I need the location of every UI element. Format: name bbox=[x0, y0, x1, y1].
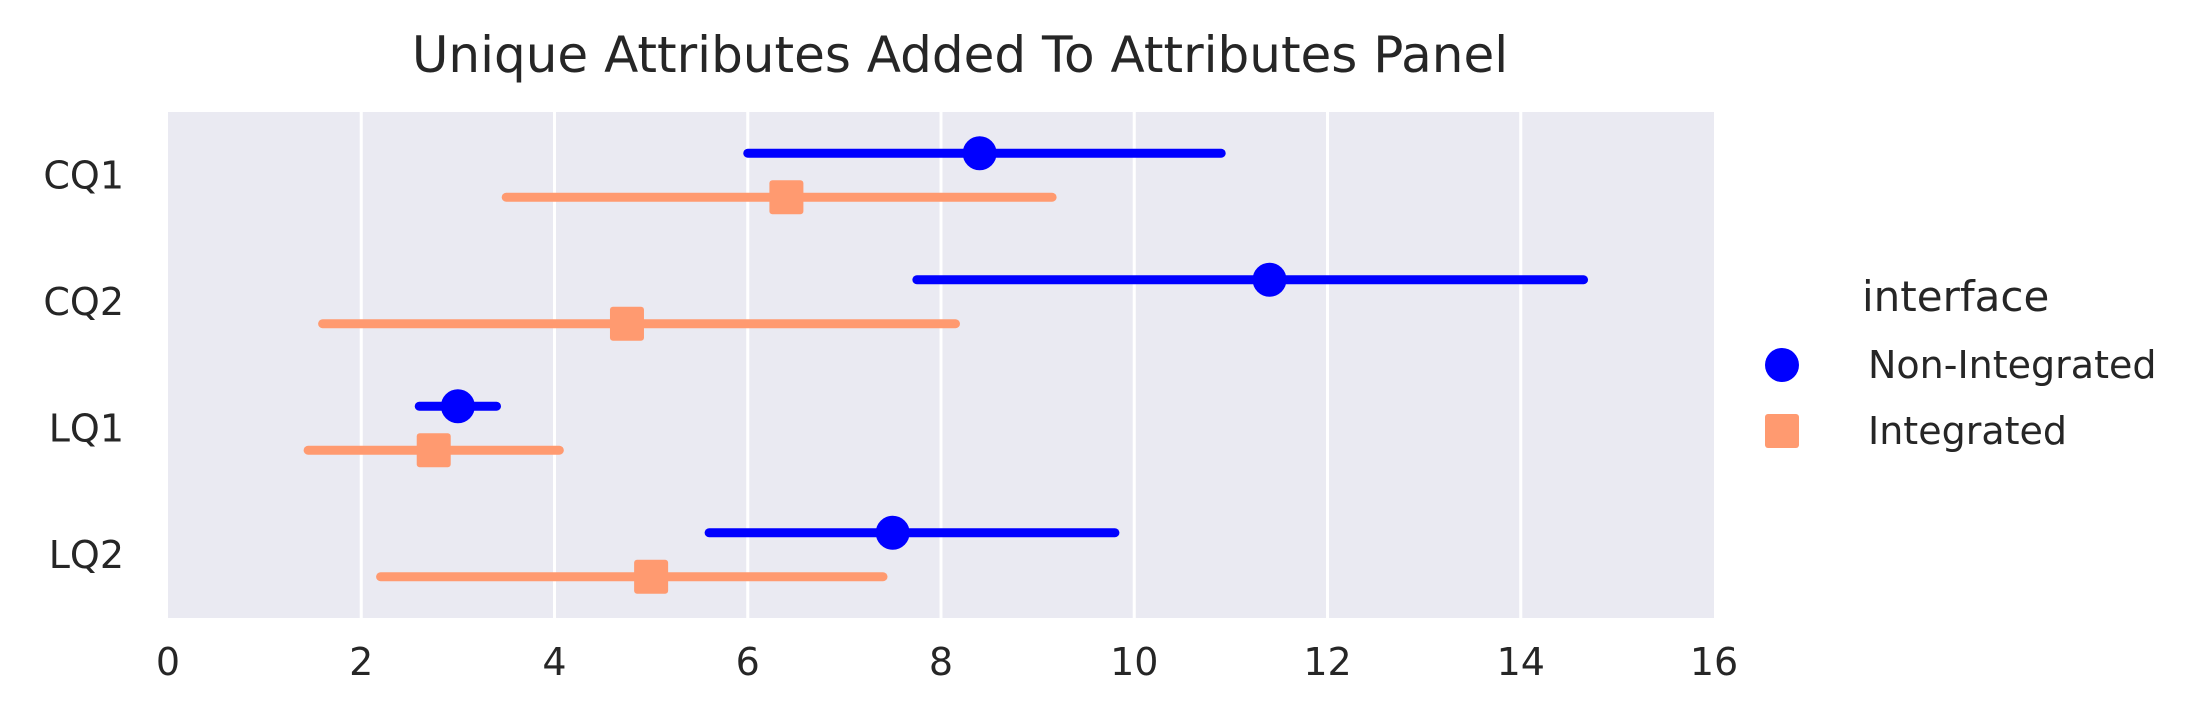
x-tick-label: 4 bbox=[542, 640, 566, 684]
data-point bbox=[440, 389, 475, 424]
y-tick-label: CQ1 bbox=[43, 153, 124, 197]
legend: interface Non-Integrated Integrated bbox=[1765, 272, 2156, 453]
series-non-integrated bbox=[414, 136, 1589, 550]
data-point bbox=[1252, 262, 1287, 297]
legend-title: interface bbox=[1862, 272, 2049, 321]
x-tick-label: 0 bbox=[156, 640, 180, 684]
legend-label: Integrated bbox=[1868, 409, 2067, 453]
x-tick-label: 16 bbox=[1690, 640, 1738, 684]
x-tick-label: 10 bbox=[1110, 640, 1158, 684]
data-point bbox=[634, 559, 669, 594]
data-point bbox=[875, 515, 910, 550]
legend-marker bbox=[1765, 414, 1799, 448]
data-point bbox=[416, 433, 451, 468]
y-axis-ticks: CQ1 CQ2 LQ1 LQ2 bbox=[43, 153, 124, 577]
x-tick-label: 12 bbox=[1303, 640, 1351, 684]
series-layer bbox=[303, 136, 1589, 594]
y-tick-label: CQ2 bbox=[43, 280, 124, 324]
x-axis-ticks: 0 2 4 6 8 10 12 14 16 bbox=[156, 640, 1738, 684]
legend-items: Non-Integrated Integrated bbox=[1765, 343, 2156, 453]
data-point bbox=[962, 136, 997, 171]
data-point bbox=[609, 306, 644, 341]
x-tick-label: 14 bbox=[1497, 640, 1545, 684]
legend-marker bbox=[1765, 348, 1799, 382]
x-tick-label: 2 bbox=[349, 640, 373, 684]
chart-title: Unique Attributes Added To Attributes Pa… bbox=[412, 26, 1508, 84]
x-tick-label: 6 bbox=[736, 640, 760, 684]
data-point bbox=[769, 180, 804, 215]
legend-item: Non-Integrated bbox=[1765, 343, 2156, 387]
y-tick-label: LQ1 bbox=[49, 406, 124, 450]
y-tick-label: LQ2 bbox=[49, 533, 124, 577]
legend-item: Integrated bbox=[1765, 409, 2067, 453]
legend-label: Non-Integrated bbox=[1868, 343, 2156, 387]
series-integrated bbox=[303, 180, 1057, 594]
x-tick-label: 8 bbox=[929, 640, 953, 684]
